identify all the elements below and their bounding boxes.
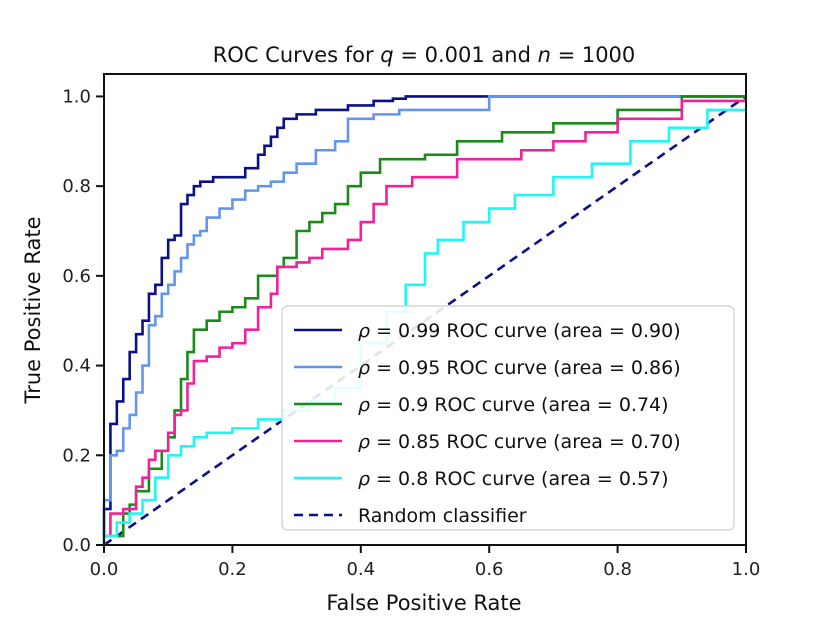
plot-frame <box>103 73 747 546</box>
title-middle: and <box>485 43 538 67</box>
series-line-0 <box>102 95 746 545</box>
legend-rho-symbol: ρ <box>358 394 370 416</box>
legend-rho-symbol: ρ <box>358 357 370 379</box>
chart-title: ROC Curves for q = 0.001 and n = 1000 <box>213 43 636 67</box>
y-tick-label: 0.2 <box>62 445 91 466</box>
y-tick-label: 0.8 <box>62 176 91 197</box>
legend-box <box>281 305 735 531</box>
legend-rho-text: = 0.9 ROC curve (area = 0.74) <box>370 394 669 416</box>
legend-label-3: ρ = 0.85 ROC curve (area = 0.70) <box>358 431 681 453</box>
y-tick-label: 0.4 <box>62 356 91 377</box>
x-tick-label: 0.0 <box>90 559 119 580</box>
ticks-layer: 0.0 0.2 0.4 0.6 0.8 1.0 0.0 0.2 0.4 0.6 0.8 1.0 <box>62 86 760 580</box>
x-tick-label: 0.8 <box>603 559 632 580</box>
y-axis-label: True Positive Rate <box>21 216 45 404</box>
legend: ρ = 0.99 ROC curve (area = 0.90)ρ = 0.95… <box>281 305 735 531</box>
legend-label-5: Random classifier <box>358 505 527 527</box>
x-tick-label: 0.4 <box>346 559 375 580</box>
series-line-2 <box>102 95 746 545</box>
title-n-symbol: n <box>538 43 551 67</box>
legend-rho-symbol: ρ <box>358 320 370 342</box>
x-tick-label: 0.6 <box>475 559 504 580</box>
legend-label-4: ρ = 0.8 ROC curve (area = 0.57) <box>358 468 669 490</box>
legend-label-2: ρ = 0.9 ROC curve (area = 0.74) <box>358 394 669 416</box>
title-n-value: = 1000 <box>551 43 635 67</box>
x-tick-label: 0.2 <box>218 559 247 580</box>
legend-rho-text: = 0.99 ROC curve (area = 0.90) <box>370 320 681 342</box>
legend-rho-symbol: ρ <box>358 468 370 490</box>
title-q-value: = 0.001 <box>394 43 485 67</box>
legend-rho-symbol: ρ <box>358 431 370 453</box>
title-q-symbol: q <box>380 43 393 67</box>
x-axis-label: False Positive Rate <box>326 591 521 615</box>
y-tick-label: 0.0 <box>62 535 91 556</box>
x-tick-label: 1.0 <box>732 559 761 580</box>
legend-rho-text: = 0.8 ROC curve (area = 0.57) <box>370 468 669 490</box>
legend-label-1: ρ = 0.95 ROC curve (area = 0.86) <box>358 357 681 379</box>
series-line-3 <box>102 99 746 545</box>
y-tick-label: 0.6 <box>62 266 91 287</box>
title-prefix: ROC Curves for <box>213 43 381 67</box>
legend-label-0: ρ = 0.99 ROC curve (area = 0.90) <box>358 320 681 342</box>
legend-rho-text: = 0.95 ROC curve (area = 0.86) <box>370 357 681 379</box>
y-tick-label: 1.0 <box>62 86 91 107</box>
series-line-1 <box>102 95 746 545</box>
legend-rho-text: = 0.85 ROC curve (area = 0.70) <box>370 431 681 453</box>
